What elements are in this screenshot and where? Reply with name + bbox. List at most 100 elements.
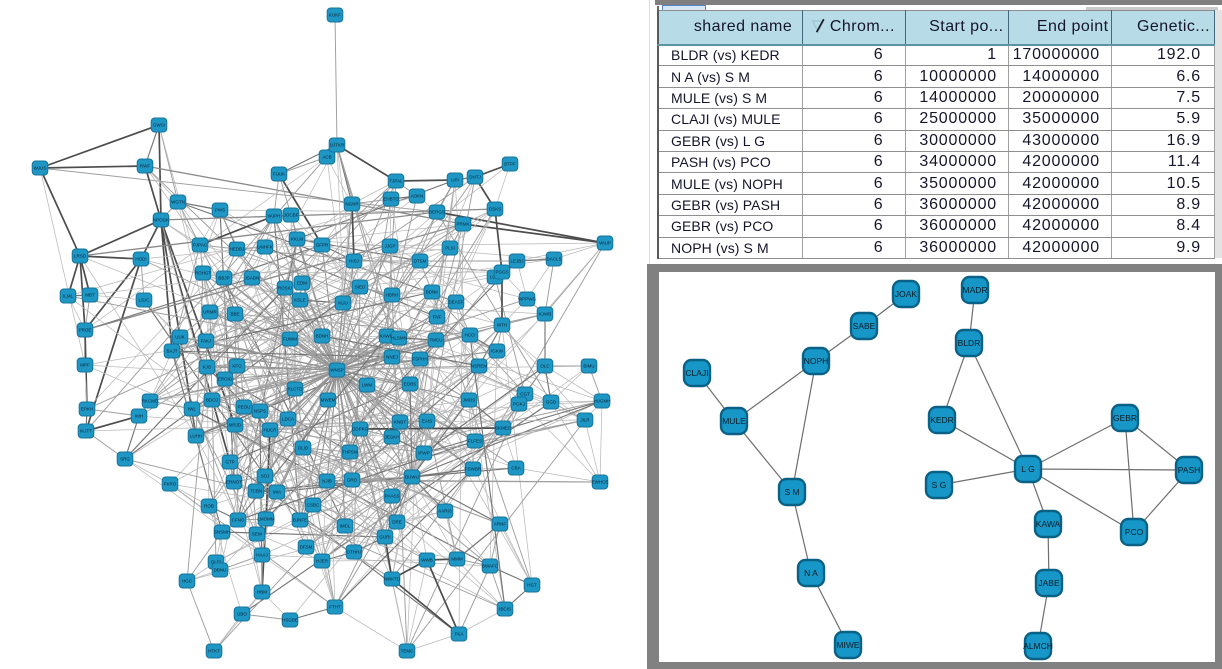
svg-text:HBM: HBM <box>257 590 267 595</box>
svg-text:CGT: CGT <box>520 392 530 397</box>
svg-text:GTP: GTP <box>225 460 234 465</box>
svg-text:EAIS: EAIS <box>422 419 432 424</box>
svg-text:GFPR: GFPR <box>316 243 329 248</box>
svg-text:BIMU: BIMU <box>583 364 594 369</box>
svg-text:IMH: IMH <box>135 414 143 419</box>
svg-text:OSKS: OSKS <box>489 207 502 212</box>
svg-text:HJER: HJER <box>316 559 329 564</box>
svg-text:BUWU: BUWU <box>405 475 419 480</box>
svg-text:ALMCH: ALMCH <box>1023 641 1053 651</box>
svg-text:KKLM: KKLM <box>291 237 304 242</box>
svg-text:OLEI: OLEI <box>211 560 221 565</box>
svg-text:MWEM: MWEM <box>321 398 336 403</box>
svg-text:LMOMM: LMOMM <box>257 517 275 522</box>
svg-text:ARNF: ARNF <box>494 522 507 527</box>
svg-text:KJO: KJO <box>203 365 212 370</box>
svg-text:PJPAC: PJPAC <box>193 243 208 248</box>
svg-text:NWKTD: NWKTD <box>384 577 401 582</box>
svg-text:PASH: PASH <box>1178 465 1201 475</box>
svg-text:HODI: HODI <box>135 257 146 262</box>
svg-text:GRO: GRO <box>347 478 358 483</box>
svg-text:RLCTD: RLCTD <box>287 387 303 392</box>
svg-text:DACLS: DACLS <box>546 257 561 262</box>
svg-text:PWS: PWS <box>215 208 225 213</box>
svg-text:GGD: GGD <box>546 400 557 405</box>
svg-text:FSWBR: FSWBR <box>465 467 482 472</box>
svg-text:RWF: RWF <box>140 164 150 169</box>
svg-text:KUU: KUU <box>338 301 348 306</box>
svg-text:CFNO: CFNO <box>232 518 245 523</box>
svg-text:JMOS: JMOS <box>463 398 476 403</box>
svg-text:NSREM: NSREM <box>471 364 488 369</box>
svg-text:PGGS: PGGS <box>495 270 508 275</box>
svg-text:LEJBJ: LEJBJ <box>510 259 523 264</box>
svg-text:JOAK: JOAK <box>895 289 918 299</box>
svg-text:DTSM: DTSM <box>414 259 427 264</box>
svg-text:DEASF: DEASF <box>448 300 463 305</box>
svg-text:EWHCE: EWHCE <box>592 480 609 485</box>
svg-text:FLFES: FLFES <box>468 439 482 444</box>
svg-text:MIWE: MIWE <box>836 640 859 650</box>
svg-text:BLDR: BLDR <box>958 338 981 348</box>
svg-text:LDCA: LDCA <box>282 417 294 422</box>
svg-text:TCBN: TCBN <box>250 489 262 494</box>
svg-text:ERNOT: ERNOT <box>226 480 242 485</box>
svg-text:UPI: UPI <box>451 178 459 183</box>
svg-text:FUWM: FUWM <box>283 337 297 342</box>
svg-text:BDNK: BDNK <box>426 290 439 295</box>
svg-text:SEW: SEW <box>252 532 263 537</box>
svg-text:CBA: CBA <box>511 466 520 471</box>
svg-text:AOKN: AOKN <box>411 194 424 199</box>
svg-text:KAWA: KAWA <box>1036 519 1061 529</box>
svg-text:JJGP: JJGP <box>384 244 395 249</box>
svg-text:TMCU: TMCU <box>430 338 443 343</box>
svg-text:UUK: UUK <box>175 335 185 340</box>
svg-text:HAAJ: HAAJ <box>256 553 268 558</box>
svg-text:PGKJ: PGKJ <box>513 402 525 407</box>
svg-text:FTHT: FTHT <box>329 605 341 610</box>
svg-text:NGNR: NGNR <box>345 202 359 207</box>
svg-text:DNTJ: DNTJ <box>469 175 481 180</box>
svg-text:HUGMH: HUGMH <box>594 399 611 404</box>
svg-text:WPPWG: WPPWG <box>518 297 536 302</box>
svg-text:KNBT: KNBT <box>394 420 406 425</box>
svg-text:SOJ: SOJ <box>261 474 270 479</box>
svg-text:MBT: MBT <box>85 293 95 298</box>
svg-text:OLC: OLC <box>540 364 550 369</box>
svg-text:GEBR: GEBR <box>1113 413 1137 423</box>
svg-text:FNF: FNF <box>433 315 442 320</box>
svg-text:DFSM: DFSM <box>300 545 313 550</box>
svg-text:AARIS: AARIS <box>438 509 452 514</box>
svg-text:WNSP: WNSP <box>330 368 344 373</box>
svg-text:IPWP: IPWP <box>418 451 430 456</box>
svg-text:HISJ: HISJ <box>349 259 359 264</box>
svg-text:ROHGT: ROHGT <box>195 271 212 276</box>
svg-text:CLAJI: CLAJI <box>685 368 708 378</box>
svg-text:WJUS: WJUS <box>34 166 47 171</box>
svg-text:FAKJ: FAKJ <box>201 339 212 344</box>
svg-text:OTHHJ: OTHHJ <box>347 550 362 555</box>
svg-text:NOPH: NOPH <box>804 356 829 366</box>
svg-text:MADR: MADR <box>962 285 987 295</box>
svg-text:SIED: SIED <box>355 285 366 290</box>
svg-text:IWL: IWL <box>188 407 196 412</box>
svg-text:UBO: UBO <box>237 612 247 617</box>
svg-text:THPSW: THPSW <box>342 450 359 455</box>
svg-text:KAWIO: KAWIO <box>380 334 395 339</box>
svg-text:KJWB: KJWB <box>539 312 552 317</box>
svg-text:EPKH: EPKH <box>81 407 93 412</box>
svg-text:EOBS: EOBS <box>404 382 417 387</box>
svg-text:WIUP: WIUP <box>599 241 611 246</box>
svg-text:MMM: MMM <box>451 557 462 562</box>
svg-text:ACB: ACB <box>322 155 331 160</box>
svg-text:UJTKR: UJTKR <box>330 143 345 148</box>
svg-text:MPF: MPF <box>80 363 90 368</box>
svg-text:NSPS: NSPS <box>254 409 266 414</box>
svg-text:HEDBJ: HEDBJ <box>230 247 245 252</box>
svg-text:JABE: JABE <box>1038 578 1060 588</box>
svg-text:UNHFK: UNHFK <box>257 245 273 250</box>
svg-text:BBE: BBE <box>230 312 239 317</box>
svg-text:FUUK: FUUK <box>273 172 285 177</box>
svg-text:HTKT: HTKT <box>208 649 220 654</box>
svg-text:JILR: JILR <box>580 418 590 423</box>
